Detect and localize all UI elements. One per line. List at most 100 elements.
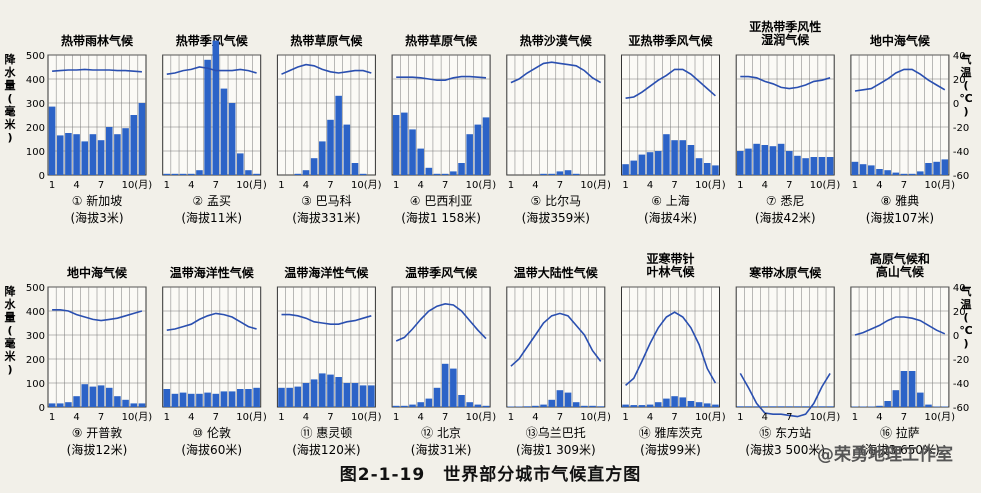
precip-tick-label: 200 [26, 355, 45, 366]
elevation-label: (海拔120米) [292, 442, 360, 457]
temperature-line [166, 312, 257, 331]
precip-bar [908, 371, 916, 407]
precip-bar [745, 148, 752, 175]
precip-bar [392, 405, 400, 407]
temperature-line [854, 68, 946, 92]
left-axis-label-char: 量 [5, 311, 16, 324]
month-tick-label: 10(月) [924, 179, 955, 191]
precip-bar [179, 392, 187, 407]
temp-tick-label: -60 [953, 171, 969, 182]
city-label: ⑩ 伦敦 [192, 425, 231, 440]
city-label: ③ 巴马科 [301, 194, 352, 208]
precip-bar [343, 383, 351, 407]
precip-bar [253, 173, 260, 175]
month-tick-label: 1 [49, 180, 55, 191]
month-tick-label: 10(月) [236, 411, 267, 423]
panel-title: 高原气候和高山气候 [870, 251, 930, 279]
precip-bar [89, 386, 97, 407]
precip-bar [892, 390, 900, 407]
precip-bar [73, 134, 80, 175]
precip-bar [105, 387, 113, 407]
month-tick-label: 7 [327, 412, 333, 423]
precip-bar [425, 398, 433, 407]
precip-bar [622, 164, 629, 175]
left-axis-label-char: 降 [5, 284, 17, 298]
city-label: ② 孟买 [192, 194, 231, 208]
month-tick-label: 1 [852, 412, 858, 423]
precip-bar [876, 169, 883, 175]
elevation-label: (海拔99米) [640, 442, 701, 457]
temperature-line [52, 68, 142, 73]
precip-bar [409, 404, 416, 407]
precip-bar [417, 148, 424, 175]
month-tick-label: 7 [213, 412, 219, 423]
precip-bar [196, 170, 203, 175]
temp-tick-label: 0 [953, 331, 959, 342]
precip-bar [671, 396, 678, 407]
elevation-label: (海拔11米) [181, 210, 242, 225]
precip-bar [474, 404, 482, 407]
month-tick-label: 7 [327, 180, 333, 191]
precip-tick-label: 500 [26, 51, 45, 62]
precip-bar [327, 374, 334, 407]
month-tick-label: 7 [213, 180, 219, 191]
precip-bar [392, 115, 400, 175]
precip-bar [48, 403, 56, 407]
precip-bar [523, 406, 531, 407]
temp-tick-label: -20 [953, 355, 969, 366]
month-tick-label: 4 [73, 180, 79, 191]
elevation-label: (海拔331米) [292, 210, 360, 225]
temp-tick-label: 40 [953, 283, 966, 294]
left-axis-label-char: 毫 [5, 336, 16, 350]
precip-bar [859, 164, 867, 175]
temperature-line [740, 75, 831, 90]
precip-bar [581, 405, 588, 407]
precip-bar [245, 170, 252, 175]
precip-bar [319, 141, 326, 175]
precip-bar [548, 399, 555, 407]
month-tick-label: 10(月) [466, 411, 497, 423]
precip-bar [122, 128, 129, 175]
right-axis-label-char: ℃ [959, 92, 972, 105]
precip-bar [138, 103, 146, 175]
precip-bar [351, 383, 359, 407]
precip-bar [638, 405, 646, 407]
precip-bar [884, 401, 891, 407]
precip-tick-label: 400 [26, 307, 45, 318]
month-tick-label: 10(月) [580, 179, 611, 191]
precip-bar [310, 379, 318, 407]
precip-bar [401, 405, 408, 407]
month-tick-label: 10(月) [122, 179, 153, 191]
month-tick-label: 1 [278, 412, 284, 423]
precip-bar [679, 397, 687, 407]
precip-bar [458, 163, 465, 175]
precip-bar [695, 158, 703, 175]
panel-title: 热带雨林气候 [61, 33, 134, 48]
precip-bar [171, 393, 179, 407]
precip-bar [97, 140, 105, 175]
precip-bar [933, 161, 940, 175]
city-label: ⑫ 北京 [421, 426, 461, 440]
month-tick-label: 4 [876, 412, 882, 423]
month-tick-label: 1 [622, 412, 628, 423]
left-axis-label-char: 米 [4, 117, 17, 131]
precip-bar [482, 405, 490, 407]
precip-bar [769, 406, 777, 407]
precip-bar [351, 163, 359, 175]
precip-bar [73, 396, 80, 407]
month-tick-label: 7 [442, 180, 448, 191]
left-axis-label-char: 米 [4, 349, 17, 363]
precip-bar [703, 163, 711, 175]
city-label: ⑯ 拉萨 [880, 425, 920, 440]
left-axis-label-char: 水 [5, 297, 17, 311]
precip-bar [130, 403, 138, 407]
precip-bar [310, 158, 318, 175]
elevation-label: (海拔3 500米) [745, 442, 825, 457]
precip-bar [335, 377, 342, 407]
temperature-line [739, 372, 831, 418]
temp-tick-label: -20 [953, 123, 969, 134]
precip-bar [294, 386, 302, 407]
temperature-line [510, 312, 602, 367]
precip-tick-label: 200 [26, 123, 45, 134]
precip-bar [302, 170, 310, 175]
